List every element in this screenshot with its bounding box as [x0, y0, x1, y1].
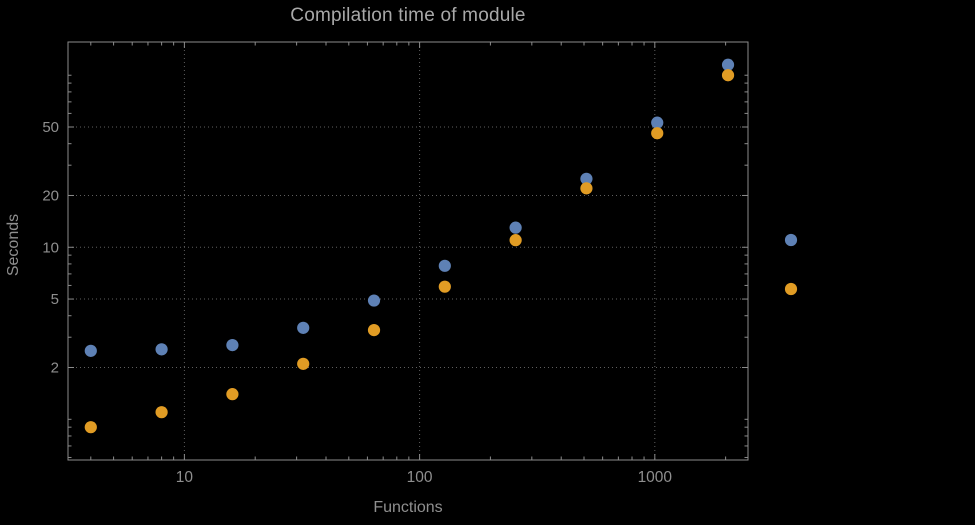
- legend-marker: [784, 233, 798, 247]
- data-point-series-blue: [297, 321, 310, 334]
- data-point-series-blue: [509, 221, 522, 234]
- data-point-series-blue: [651, 116, 664, 129]
- data-point-series-orange: [651, 127, 664, 140]
- data-point-series-blue: [438, 259, 451, 272]
- data-point-series-blue: [155, 343, 168, 356]
- data-point-series-orange: [438, 280, 451, 293]
- x-tick-label: 10: [176, 469, 194, 486]
- y-tick-label: 50: [42, 119, 59, 136]
- data-point-series-blue: [367, 294, 381, 307]
- data-point-series-orange: [297, 357, 310, 370]
- data-point-series-orange: [155, 406, 168, 419]
- data-point-series-orange: [721, 69, 735, 82]
- y-tick-label: 5: [51, 291, 59, 308]
- y-tick-label: 2: [51, 360, 59, 377]
- chart-title: Compilation time of module: [290, 5, 526, 26]
- x-axis-label: Functions: [373, 499, 443, 516]
- data-point-series-orange: [367, 323, 381, 337]
- x-tick-label: 100: [407, 469, 433, 486]
- y-axis-label: Seconds: [5, 213, 22, 277]
- y-tick-label: 20: [42, 187, 59, 204]
- plot-frame: [67, 41, 749, 461]
- data-point-series-blue: [721, 58, 735, 71]
- data-point-series-orange: [84, 421, 97, 434]
- data-point-series-orange: [509, 234, 522, 247]
- y-tick-label: 10: [42, 239, 59, 256]
- data-point-series-blue: [226, 338, 239, 352]
- legend-marker: [784, 282, 798, 296]
- x-tick-label: 1000: [638, 469, 673, 486]
- data-point-series-orange: [226, 388, 239, 401]
- data-point-series-blue: [84, 344, 97, 357]
- data-point-series-blue: [580, 172, 593, 185]
- data-point-series-orange: [580, 182, 593, 195]
